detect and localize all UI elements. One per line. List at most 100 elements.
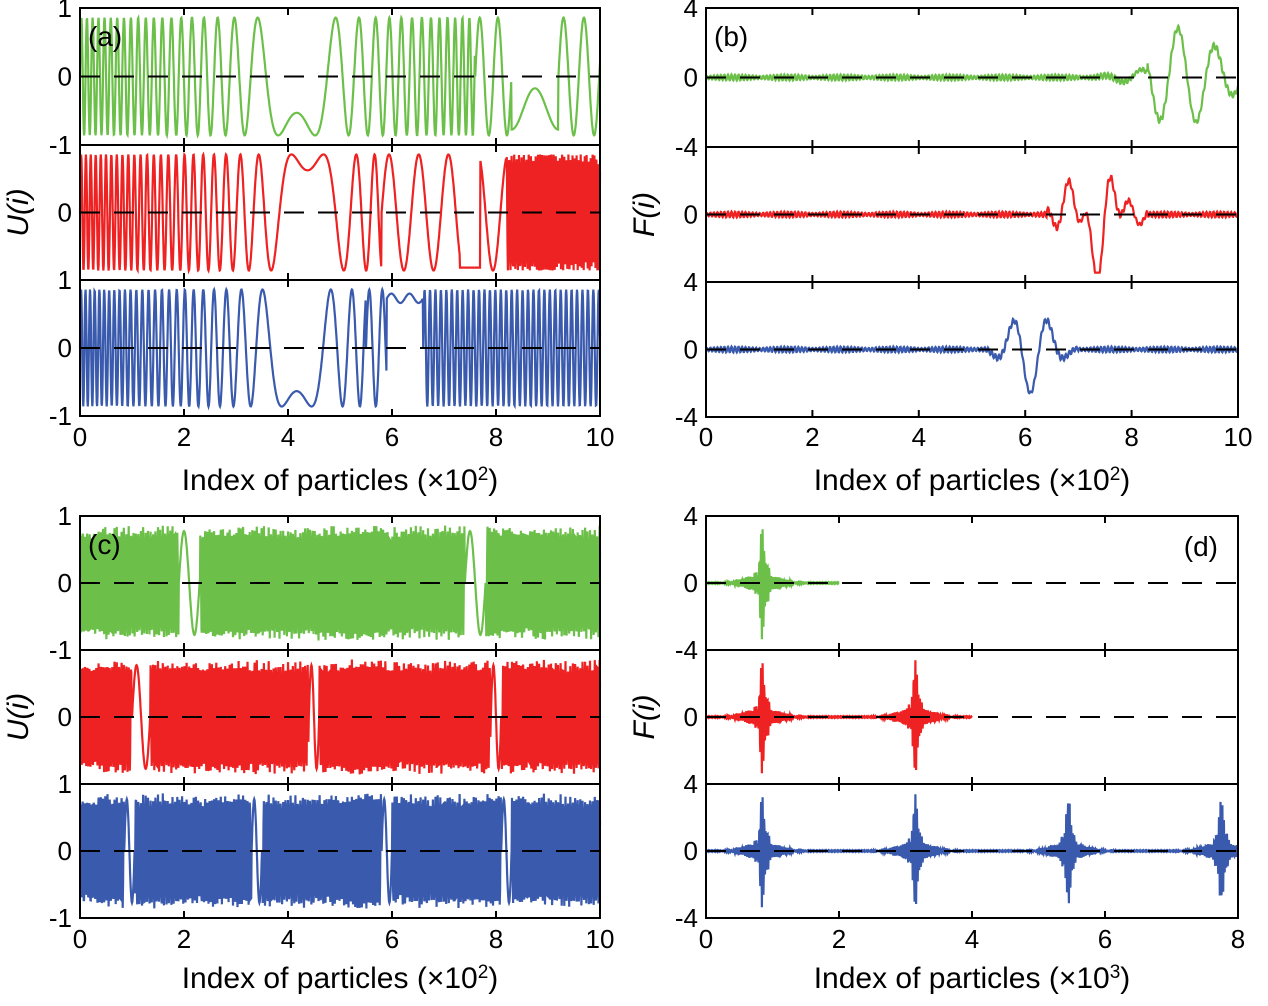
x-tick-label: 6 (1098, 924, 1112, 954)
x-axis-title-exponent: 2 (478, 464, 489, 485)
x-axis-title-exponent: 2 (478, 962, 489, 983)
x-axis-title-close: ) (488, 464, 498, 497)
panel-label: (b) (714, 21, 748, 52)
y-tick-label: 0 (58, 702, 72, 732)
y-tick-label: 1 (58, 0, 72, 23)
x-axis-title: Index of particles (×103) (814, 962, 1131, 996)
x-tick-label: 6 (385, 422, 399, 452)
y-tick-label: 0 (684, 568, 698, 598)
y-tick-label: 0 (58, 333, 72, 363)
x-tick-label: 2 (832, 924, 846, 954)
series-line-green (78, 13, 602, 140)
y-tick-label: -1 (49, 130, 72, 160)
series-line-blue (78, 286, 602, 411)
x-tick-label: 2 (177, 924, 191, 954)
y-tick-label: -1 (49, 635, 72, 665)
y-tick-label: -4 (675, 635, 698, 665)
y-tick-label: 1 (58, 769, 72, 799)
series-line-red (704, 174, 1239, 274)
x-tick-label: 8 (489, 924, 503, 954)
series-line-green (705, 529, 840, 640)
y-tick-label: 0 (58, 836, 72, 866)
x-axis-title-close: ) (1120, 464, 1130, 497)
x-axis-title: Index of particles (×102) (814, 464, 1131, 498)
series-line-blue (704, 316, 1239, 395)
y-tick-label: 0 (684, 335, 698, 365)
y-tick-label: -4 (675, 132, 698, 162)
series-line-red (705, 660, 973, 774)
x-tick-label: 10 (586, 924, 615, 954)
y-tick-label: 0 (58, 62, 72, 92)
y-tick-label: 0 (684, 63, 698, 93)
subplot-b-2: 0 (684, 146, 1239, 283)
subplot-b-3: 4 0 -4 (675, 267, 1239, 432)
x-tick-label: 4 (281, 422, 295, 452)
y-tick-label: 1 (58, 265, 72, 295)
x-axis-title-exponent: 2 (1110, 464, 1121, 485)
series-line-green (704, 23, 1240, 125)
subplot-c-2: 0 (58, 649, 602, 785)
y-tick-label: 0 (684, 200, 698, 230)
x-tick-label: 0 (73, 422, 87, 452)
y-tick-label: -1 (49, 903, 72, 933)
y-tick-label: 4 (684, 501, 698, 531)
y-tick-label: -4 (675, 402, 698, 432)
subplot-a-1: 1 0 -1 (49, 0, 602, 160)
series-line-red (78, 151, 602, 275)
subplot-a-2: 0 (58, 144, 602, 281)
x-axis-title: Index of particles (×102) (182, 464, 499, 498)
x-axis-title-text: Index of particles (×10 (814, 962, 1110, 995)
subplot-c-1: 1 0 -1 (49, 501, 602, 665)
x-tick-label: 2 (805, 422, 819, 452)
x-axis-title-text: Index of particles (×10 (814, 464, 1110, 497)
x-tick-label: 10 (1224, 422, 1253, 452)
series-line-blue (78, 793, 602, 909)
x-axis-title-text: Index of particles (×10 (182, 962, 478, 995)
x-tick-label: 8 (489, 422, 503, 452)
subplot-c-3: 1 0 -1 (49, 769, 602, 933)
subplot-b-1: 4 0 -4 (675, 0, 1240, 162)
y-tick-label: 4 (684, 0, 698, 23)
subplot-a-3: 1 0 -1 (49, 265, 602, 431)
y-tick-label: 4 (684, 267, 698, 297)
subplot-d-2: 0 (684, 649, 1239, 785)
panel-label: (d) (1184, 531, 1218, 562)
panel-label: (c) (88, 529, 121, 560)
y-tick-label: 0 (684, 702, 698, 732)
series-line-green (78, 525, 602, 641)
y-tick-label: 0 (684, 836, 698, 866)
x-tick-label: 0 (699, 422, 713, 452)
panel-label: (a) (88, 21, 122, 52)
x-tick-label: 10 (586, 422, 615, 452)
x-axis-title-close: ) (1120, 962, 1130, 995)
x-tick-label: 2 (177, 422, 191, 452)
x-tick-label: 4 (965, 924, 979, 954)
x-axis-title-close: ) (488, 962, 498, 995)
x-tick-label: 4 (281, 924, 295, 954)
y-tick-label: -4 (675, 903, 698, 933)
subplot-d-1: 4 0 -4 (675, 501, 1239, 665)
y-tick-label: 0 (58, 568, 72, 598)
y-axis-title: U(i) (2, 693, 35, 741)
y-axis-title: U(i) (2, 188, 35, 236)
x-tick-label: 0 (73, 924, 87, 954)
x-axis-title-exponent: 3 (1110, 962, 1121, 983)
subplot-d-3: 4 0 -4 (675, 769, 1240, 933)
y-axis-title: F(i) (628, 695, 661, 740)
series-line-red (78, 659, 602, 775)
x-tick-label: 6 (1018, 422, 1032, 452)
x-tick-label: 4 (912, 422, 926, 452)
y-tick-label: 0 (58, 198, 72, 228)
y-tick-label: 4 (684, 769, 698, 799)
y-tick-label: 1 (58, 501, 72, 531)
y-tick-label: -1 (49, 401, 72, 431)
x-tick-label: 6 (385, 924, 399, 954)
x-axis-title: Index of particles (×102) (182, 962, 499, 996)
x-tick-label: 8 (1124, 422, 1138, 452)
y-axis-title: F(i) (628, 192, 661, 237)
x-axis-title-text: Index of particles (×10 (182, 464, 478, 497)
